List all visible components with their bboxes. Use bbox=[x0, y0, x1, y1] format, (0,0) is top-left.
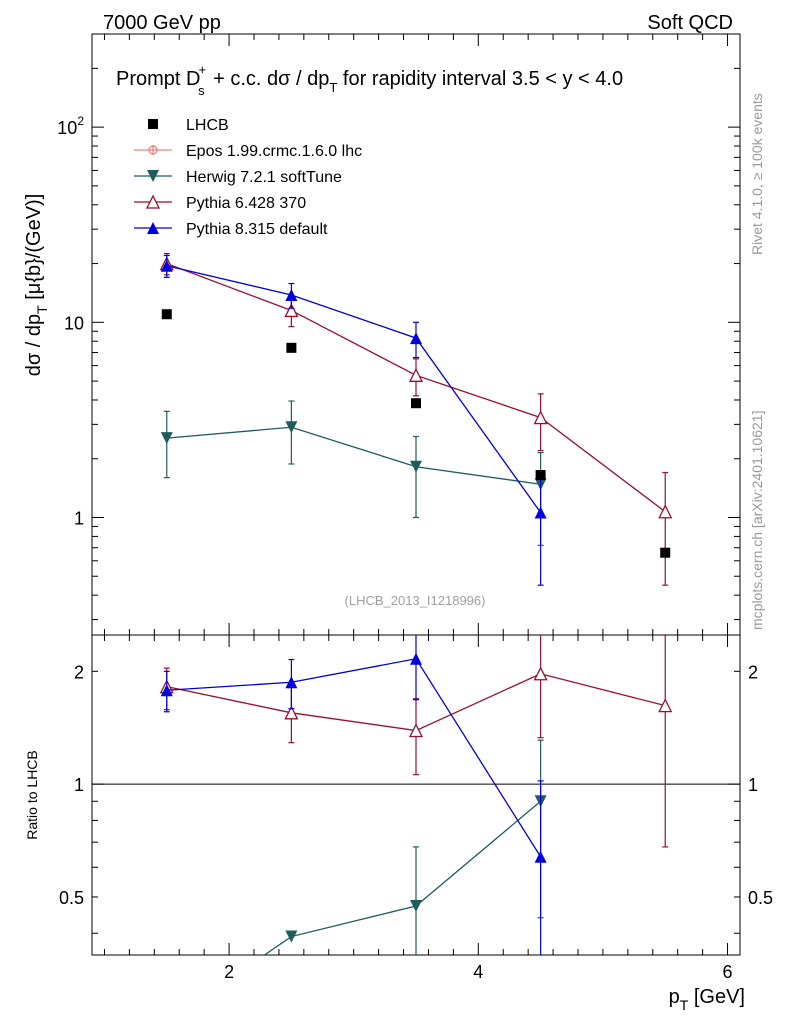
analysis-label: (LHCB_2013_I1218996) bbox=[345, 593, 486, 608]
series-line-pythia8 bbox=[166, 265, 542, 513]
title-suffix: for rapidity interval 3.5 < y < 4.0 bbox=[337, 68, 623, 90]
ratio-point-pythia6 bbox=[533, 666, 548, 681]
data-point-pythia8 bbox=[285, 289, 298, 302]
ratio-point-pythia8 bbox=[160, 684, 173, 697]
legend-marker-data bbox=[148, 119, 158, 129]
data-point-pythia6 bbox=[533, 410, 548, 425]
legend-marker-herwig bbox=[147, 170, 159, 182]
axis-ticks bbox=[92, 33, 740, 955]
ratio-point-pythia6 bbox=[658, 698, 673, 713]
axis-tick-labels: 2 4 6 1 10 102 0.5 0.5 1 1 2 2 bbox=[57, 114, 773, 982]
data-point-pythia6 bbox=[284, 303, 299, 318]
data-point-data bbox=[286, 342, 297, 353]
legend-marker-pythia8 bbox=[147, 222, 159, 234]
title-prefix: Prompt D bbox=[116, 68, 200, 90]
ylabel-main-sub: T bbox=[34, 305, 50, 314]
main-series-group bbox=[159, 252, 673, 586]
x-tick-label: 2 bbox=[224, 962, 234, 982]
data-point-pythia6 bbox=[408, 367, 424, 382]
data-point-data bbox=[411, 398, 421, 409]
data-point-pythia8 bbox=[160, 259, 173, 272]
title-mid: + c.c. dσ / dp bbox=[208, 68, 330, 90]
ratio-point-pythia8 bbox=[285, 676, 298, 689]
ratio-point-herwig bbox=[410, 899, 422, 912]
main-y-tick-label: 102 bbox=[57, 114, 84, 138]
series-data bbox=[161, 309, 671, 558]
data-point-data bbox=[535, 470, 546, 481]
xlabel-a: p bbox=[669, 986, 680, 1008]
series-herwig bbox=[160, 400, 547, 546]
ratio-series-group bbox=[159, 635, 673, 1024]
legend-marker-pythia6 bbox=[145, 194, 161, 209]
legend-label-pythia8: Pythia 8.315 default bbox=[186, 221, 328, 238]
ratio-series-herwig bbox=[161, 739, 547, 1024]
legend-label-data: LHCB bbox=[186, 117, 229, 134]
title-sub2: T bbox=[329, 80, 337, 95]
data-point-pythia8 bbox=[410, 332, 422, 345]
ratio-y-tick-label-left: 1 bbox=[74, 775, 84, 795]
ratio-y-tick-label-right: 1 bbox=[748, 775, 758, 795]
series-line-herwig bbox=[166, 426, 541, 485]
mcplots-side-label: mcplots.cern.ch [arXiv:2401.10621] bbox=[749, 411, 765, 630]
ratio-point-pythia8 bbox=[534, 850, 547, 863]
legend-label-epos: Epos 1.99.crmc.1.6.0 lhc bbox=[186, 143, 362, 160]
ratio-y-tick-label-left: 2 bbox=[74, 662, 84, 682]
ratio-point-herwig bbox=[285, 930, 298, 943]
legend: LHCB Epos 1.99.crmc.1.6.0 lhc Herwig 7.2.1… bbox=[134, 117, 362, 238]
x-tick-label: 6 bbox=[723, 962, 733, 982]
ratio-point-pythia6 bbox=[408, 723, 424, 738]
ylabel-main-b: [μ{b}/(GeV)] bbox=[23, 194, 45, 306]
title-sub: s bbox=[198, 83, 205, 98]
header-left-label: 7000 GeV pp bbox=[103, 12, 221, 34]
main-y-tick-label: 10 bbox=[64, 313, 84, 333]
data-point-data bbox=[660, 547, 671, 558]
plot-title: Prompt D+ s + c.c. dσ / dpT for rapidity … bbox=[116, 62, 623, 98]
legend-marker-epos bbox=[148, 145, 158, 155]
main-y-axis-label: dσ / dpT [μ{b}/(GeV)] bbox=[23, 194, 50, 377]
rivet-side-label: Rivet 4.1.0, ≥ 100k events bbox=[749, 93, 765, 255]
legend-label-pythia6: Pythia 6.428 370 bbox=[186, 195, 306, 212]
data-point-data bbox=[161, 309, 172, 320]
ratio-y-tick-label-left: 0.5 bbox=[59, 888, 84, 908]
main-y-tick-label: 1 bbox=[74, 508, 84, 528]
x-axis-label: pT [GeV] bbox=[669, 986, 745, 1013]
series-pythia8 bbox=[160, 254, 547, 586]
ratio-point-pythia6 bbox=[284, 705, 299, 720]
ylabel-main-a: dσ / dp bbox=[23, 314, 45, 376]
data-point-herwig bbox=[160, 432, 173, 445]
xlabel-sub: T bbox=[680, 997, 689, 1013]
data-point-herwig bbox=[285, 421, 298, 434]
ratio-point-herwig bbox=[161, 1016, 173, 1024]
legend-label-herwig: Herwig 7.2.1 softTune bbox=[186, 169, 342, 186]
ratio-series-pythia8 bbox=[160, 635, 547, 955]
ratio-line-herwig bbox=[263, 800, 542, 955]
data-point-pythia8 bbox=[534, 506, 547, 519]
xlabel-b: [GeV] bbox=[688, 986, 745, 1008]
y-tick-exponent: 2 bbox=[77, 114, 84, 128]
header-right-label: Soft QCD bbox=[647, 12, 733, 34]
ratio-line-pythia8 bbox=[166, 658, 542, 858]
ratio-point-pythia8 bbox=[410, 652, 422, 665]
ratio-y-axis-label: Ratio to LHCB bbox=[24, 750, 40, 839]
title-sup: + bbox=[198, 62, 206, 77]
x-tick-label: 4 bbox=[473, 962, 483, 982]
data-point-pythia6 bbox=[658, 504, 673, 519]
data-point-herwig bbox=[410, 460, 422, 473]
ratio-y-tick-label-right: 2 bbox=[748, 662, 758, 682]
ratio-y-tick-label-right: 0.5 bbox=[748, 888, 773, 908]
series-pythia6 bbox=[159, 252, 673, 586]
